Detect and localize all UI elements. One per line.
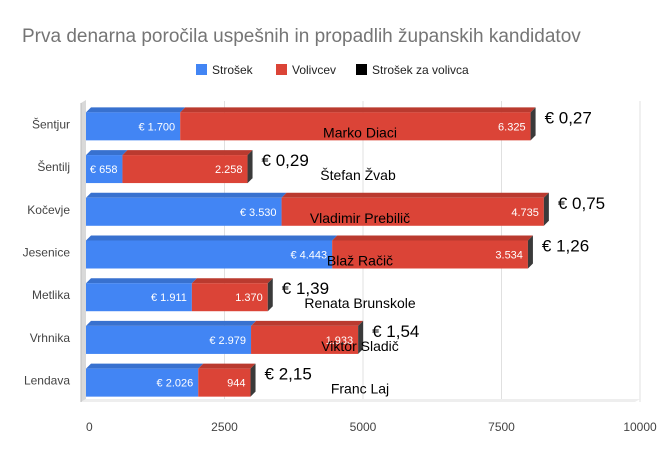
bar-value-label: 6.325	[498, 121, 526, 133]
bar-value-label: € 1.700	[138, 121, 175, 133]
bar-value-label: € 2.979	[209, 335, 246, 347]
bar-value-label: 1.370	[235, 292, 263, 304]
legend: Strošek Volivcev Strošek za volivca	[196, 63, 469, 77]
bar-value-label: € 4.443	[290, 250, 327, 262]
legend-label: Volivcev	[292, 63, 336, 77]
bar-top	[86, 192, 287, 198]
legend-label: Strošek za volivca	[372, 63, 469, 77]
axis-wall	[81, 100, 86, 402]
chart-title: Prva denarna poročila uspešnih in propad…	[22, 26, 581, 47]
bar-segment	[86, 368, 199, 397]
bar-segment	[251, 325, 359, 354]
bar-top	[86, 320, 257, 326]
candidate-name: Vladimir Prebilič	[310, 210, 410, 226]
bar-top	[251, 320, 364, 326]
bar-segment	[86, 197, 282, 226]
bar-top	[191, 278, 273, 284]
candidate-name: Viktor Sladič	[321, 338, 399, 354]
bar-value-label: 3.534	[495, 250, 523, 262]
bar-side	[543, 192, 549, 226]
bar-segment	[86, 155, 123, 184]
bar-side	[527, 235, 533, 269]
bar-value-label: € 3.530	[240, 207, 277, 219]
bar-segment	[122, 155, 248, 184]
ratio-label: € 2,15	[265, 365, 312, 384]
axis-frame	[80, 100, 640, 402]
ratio-label: € 1,54	[372, 322, 419, 341]
candidate-name: Blaž Račič	[327, 253, 393, 269]
x-tick-label: 7500	[488, 420, 515, 434]
bar-value-label: 944	[227, 378, 245, 390]
candidate-name: Renata Brunskole	[304, 295, 416, 311]
bar-side	[530, 107, 536, 141]
x-tick-label: 0	[86, 420, 93, 434]
x-tick-label: 10000	[623, 420, 657, 434]
bar-value-label: € 658	[90, 164, 118, 176]
bar-segment	[281, 197, 544, 226]
category-label: Metlika	[32, 288, 70, 302]
bars	[86, 107, 549, 397]
legend-swatch	[276, 64, 287, 75]
category-label: Kočevje	[27, 203, 70, 217]
bar-segment	[86, 112, 181, 141]
ratio-label: € 1,39	[282, 279, 329, 298]
bar-segment	[86, 325, 252, 354]
legend-swatch	[196, 64, 207, 75]
bar-segment	[86, 283, 192, 312]
labels: Šentjur € 1.700 6.325 € 0,27 Marko Diaci Šent…	[23, 108, 606, 396]
bar-top	[180, 107, 536, 113]
bar-value-label: 4.735	[511, 207, 539, 219]
category-label: Šentjur	[32, 116, 70, 131]
category-label: Šentilj	[37, 159, 70, 174]
bar-value-label: 1.933	[326, 335, 354, 347]
bar-side	[358, 320, 364, 354]
bar-segment	[86, 240, 333, 269]
bar-side	[247, 150, 253, 184]
ratio-label: € 0,29	[262, 151, 309, 170]
candidate-name: Franc Laj	[331, 381, 389, 397]
bar-side	[250, 363, 256, 397]
bar-side	[267, 278, 273, 312]
bar-top	[332, 235, 533, 241]
candidate-name: Marko Diaci	[323, 124, 397, 140]
bar-value-label: 2.258	[215, 164, 243, 176]
bar-top	[86, 235, 338, 241]
category-label: Lendava	[24, 374, 70, 388]
bar-top	[122, 150, 253, 156]
bar-value-label: € 2.026	[157, 378, 194, 390]
bar-segment	[198, 368, 251, 397]
bar-value-label: € 1.911	[151, 292, 187, 304]
bar-top	[86, 150, 128, 156]
axis-floor	[81, 399, 640, 402]
bar-top	[86, 278, 197, 284]
legend-label: Strošek	[212, 63, 254, 77]
x-tick-label: 2500	[211, 420, 238, 434]
ratio-label: € 1,26	[542, 237, 589, 256]
bar-segment	[191, 283, 268, 312]
bar-top	[198, 363, 256, 369]
bar-top	[281, 192, 549, 198]
bar-segment	[180, 112, 531, 141]
candidate-name: Štefan Žvab	[320, 167, 396, 183]
bar-segment	[332, 240, 528, 269]
ratio-label: € 0,75	[558, 194, 605, 213]
category-label: Jesenice	[23, 246, 71, 260]
bar-top	[86, 363, 204, 369]
bar-top	[86, 107, 186, 113]
ratio-label: € 0,27	[545, 108, 592, 127]
category-label: Vrhnika	[30, 331, 71, 345]
legend-swatch	[356, 64, 367, 75]
x-tick-label: 5000	[350, 420, 377, 434]
